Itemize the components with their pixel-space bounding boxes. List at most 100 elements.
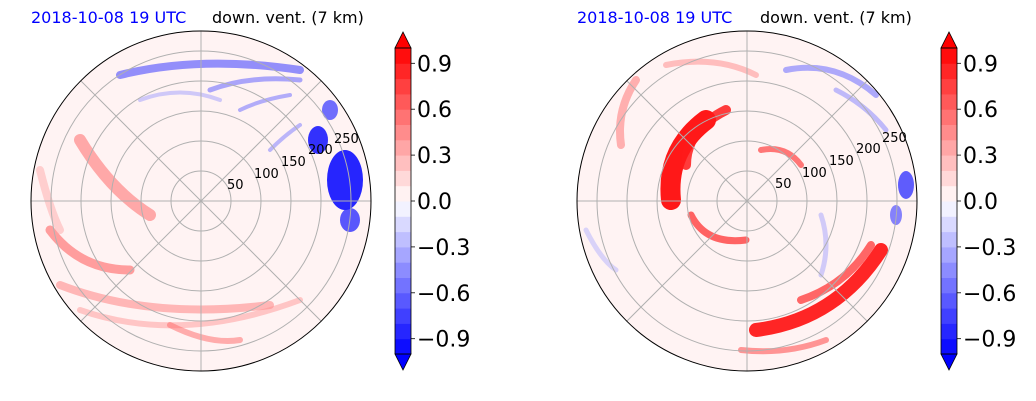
colorbar-segment	[395, 201, 411, 217]
colorbar-segment	[395, 170, 411, 187]
positive-band	[616, 76, 640, 149]
colorbar-segment	[395, 231, 411, 248]
radial-label: 200	[308, 143, 333, 158]
polar-plot-svg: 50 100 150 200 250 0.9 0.6 0.3 0.0 −0.3 −0.6 −…	[576, 30, 1016, 372]
colorbar-tick-label: 0.0	[417, 190, 452, 215]
colorbar-segment	[941, 185, 957, 202]
radial-label: 250	[882, 131, 907, 146]
colorbar-segment	[395, 78, 411, 95]
negative-cluster	[322, 100, 338, 120]
colorbar-tick-label: −0.9	[963, 328, 1016, 353]
colorbar-segment	[395, 338, 411, 355]
colorbar-segment	[941, 139, 957, 156]
polar-panel-right: 2018-10-08 19 UTC down. vent. (7 km)	[546, 0, 1036, 401]
colorbar-segment	[395, 155, 411, 171]
positive-band	[45, 225, 135, 275]
colorbar-extend-max	[940, 31, 958, 49]
colorbar: 0.9 0.6 0.3 0.0 −0.3 −0.6 −0.9	[940, 31, 1016, 371]
positive-band	[797, 241, 875, 304]
colorbar-segment	[941, 48, 957, 64]
colorbar-tick-label: 0.6	[417, 98, 452, 123]
colorbar-segment	[395, 308, 411, 324]
colorbar-segment	[941, 124, 957, 141]
colorbar-segment	[941, 93, 957, 110]
colorbar-segment	[395, 246, 411, 263]
colorbar-segment	[941, 170, 957, 187]
radial-label: 250	[334, 132, 359, 147]
colorbar-segment	[395, 139, 411, 156]
polar-grid	[577, 31, 917, 371]
colorbar-extend-min	[394, 353, 412, 371]
colorbar-segment	[941, 155, 957, 171]
positive-core	[681, 105, 731, 170]
positive-band	[749, 243, 888, 337]
negative-band	[238, 93, 292, 112]
positive-band	[36, 166, 64, 234]
negative-band	[207, 76, 303, 93]
positive-core	[758, 146, 804, 168]
colorbar-segment	[941, 277, 957, 294]
panel-variable-title: down. vent. (7 km)	[760, 8, 912, 27]
negative-cluster	[327, 150, 363, 210]
colorbar-tick-label: −0.3	[963, 236, 1016, 261]
colorbar-extend-min	[940, 353, 958, 371]
positive-band	[167, 322, 243, 344]
colorbar-segment	[941, 216, 957, 233]
colorbar-tick-label: −0.3	[417, 236, 470, 261]
panel-variable-title: down. vent. (7 km)	[212, 8, 364, 27]
colorbar-segment	[941, 201, 957, 217]
colorbar-segment	[395, 48, 411, 64]
colorbar-segment	[941, 262, 957, 278]
colorbar: 0.9 0.6 0.3 0.0 −0.3 −0.6 −0.9	[394, 31, 470, 371]
negative-band	[783, 64, 879, 98]
colorbar-tick-label: 0.9	[963, 52, 998, 77]
radial-label: 150	[281, 155, 306, 170]
polar-panel-left: 2018-10-08 19 UTC down. vent. (7 km)	[30, 8, 470, 372]
panel-date-title: 2018-10-08 19 UTC	[31, 8, 187, 27]
colorbar-segment	[941, 63, 957, 80]
colorbar-segment	[395, 216, 411, 233]
colorbar-segment	[395, 185, 411, 202]
radial-label: 50	[227, 178, 244, 193]
colorbar-tick-label: 0.3	[963, 144, 998, 169]
colorbar-segment	[395, 63, 411, 80]
colorbar-segment	[941, 292, 957, 309]
polar-plot-svg: 50 100 150 200 250 0.9 0.6 0.3 0.0 −0.3 −0.6 −…	[30, 30, 470, 372]
radial-label: 50	[775, 177, 792, 192]
negative-band	[116, 59, 304, 79]
colorbar-segment	[941, 246, 957, 263]
negative-band	[268, 123, 302, 152]
colorbar-segment	[395, 93, 411, 110]
radial-label: 100	[802, 166, 827, 181]
colorbar-segment	[941, 308, 957, 324]
colorbar-segment	[941, 323, 957, 340]
colorbar-tick-label: −0.6	[963, 282, 1016, 307]
colorbar-tick-label: 0.0	[963, 190, 998, 215]
colorbar-segment	[395, 277, 411, 294]
colorbar-tick-label: −0.6	[417, 282, 470, 307]
radial-label: 100	[254, 167, 279, 182]
positive-band	[663, 58, 759, 78]
colorbar-segment	[941, 78, 957, 95]
colorbar-segment	[941, 231, 957, 248]
negative-band	[583, 227, 619, 273]
colorbar-segment	[395, 323, 411, 340]
colorbar-tick-label: 0.6	[963, 98, 998, 123]
positive-band	[77, 297, 303, 329]
radial-label: 150	[829, 154, 854, 169]
colorbar-segment	[941, 109, 957, 125]
colorbar-tick-label: −0.9	[417, 328, 470, 353]
negative-cluster	[308, 126, 328, 154]
panel-date-title: 2018-10-08 19 UTC	[577, 8, 733, 27]
negative-band	[138, 90, 222, 102]
colorbar-tick-label: 0.9	[417, 52, 452, 77]
colorbar-segment	[395, 109, 411, 125]
polar-frame	[30, 30, 372, 372]
colorbar-tick-label: 0.3	[417, 144, 452, 169]
negative-cluster	[898, 171, 914, 199]
polar-grid	[31, 31, 371, 371]
colorbar-segment	[395, 124, 411, 141]
polar-frame	[576, 30, 918, 372]
colorbar-extend-max	[394, 31, 412, 49]
colorbar-segment	[395, 262, 411, 278]
